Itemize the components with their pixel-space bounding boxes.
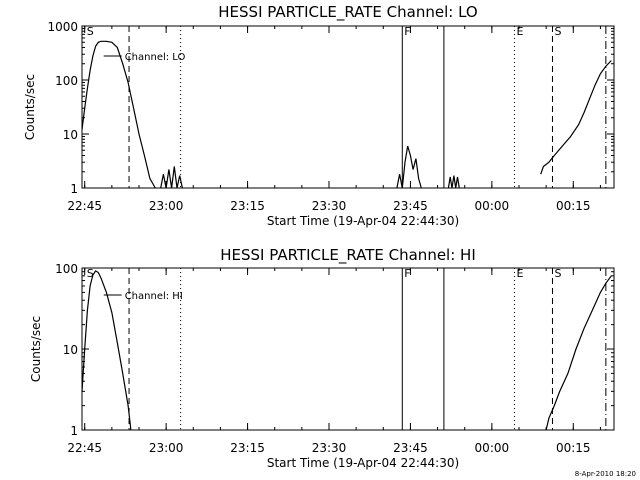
date-stamp: 8-Apr-2010 18:20 bbox=[575, 470, 636, 478]
y-axis-label: Counts/sec bbox=[29, 316, 43, 382]
series-line-segment bbox=[396, 145, 422, 189]
series-line-segment bbox=[447, 175, 460, 189]
series-line-segment bbox=[81, 40, 156, 189]
x-tick-label: 23:45 bbox=[393, 441, 428, 455]
y-tick-label: 10 bbox=[63, 343, 78, 357]
y-tick-label: 10 bbox=[63, 128, 78, 142]
series-line-segment bbox=[81, 270, 132, 431]
legend-label: Channel: LO bbox=[125, 52, 186, 63]
marker-label: S bbox=[554, 25, 561, 38]
chart-title: HESSI PARTICLE_RATE Channel: HI bbox=[220, 246, 476, 265]
series-line-segment bbox=[545, 275, 612, 431]
x-tick-label: 23:15 bbox=[230, 441, 265, 455]
x-tick-label: 23:30 bbox=[312, 441, 347, 455]
x-tick-label: 22:45 bbox=[67, 199, 102, 213]
x-tick-label: 00:00 bbox=[475, 441, 510, 455]
legend-label: Channel: HI bbox=[125, 291, 183, 302]
y-tick-label: 1 bbox=[70, 424, 78, 438]
panel-hi-channel: HESSI PARTICLE_RATE Channel: HI 22:45 23:0… bbox=[29, 246, 615, 470]
panel-lo-channel: HESSI PARTICLE_RATE Channel: LO 22:45 23:0… bbox=[23, 3, 615, 228]
y-tick-label: 100 bbox=[55, 262, 78, 276]
y-tick-label: 1000 bbox=[47, 20, 78, 34]
marker-label: F bbox=[404, 267, 410, 280]
x-axis-label: Start Time (19-Apr-04 22:44:30) bbox=[267, 214, 459, 228]
x-tick-label: 00:15 bbox=[556, 441, 591, 455]
marker-label: S bbox=[87, 267, 94, 280]
x-tick-label: 23:45 bbox=[393, 199, 428, 213]
x-tick-label: 22:45 bbox=[67, 441, 102, 455]
x-tick-label: 23:30 bbox=[312, 199, 347, 213]
plot-frame bbox=[81, 25, 615, 189]
x-tick-label: 00:15 bbox=[556, 199, 591, 213]
marker-label: E bbox=[516, 267, 523, 280]
marker-label: E bbox=[516, 25, 523, 38]
series-line-segment bbox=[540, 60, 612, 175]
chart-title: HESSI PARTICLE_RATE Channel: LO bbox=[218, 3, 477, 22]
x-tick-label: 23:00 bbox=[149, 441, 184, 455]
y-tick-label: 1 bbox=[70, 182, 78, 196]
x-tick-label: 00:00 bbox=[475, 199, 510, 213]
marker-label: S bbox=[87, 25, 94, 38]
x-axis-label: Start Time (19-Apr-04 22:44:30) bbox=[267, 456, 459, 470]
x-tick-label: 23:15 bbox=[230, 199, 265, 213]
series-line-segment bbox=[160, 166, 183, 189]
marker-label: S bbox=[554, 267, 561, 280]
marker-label: F bbox=[404, 25, 410, 38]
x-tick-label: 23:00 bbox=[149, 199, 184, 213]
y-tick-label: 100 bbox=[55, 74, 78, 88]
y-axis-label: Counts/sec bbox=[23, 74, 37, 140]
